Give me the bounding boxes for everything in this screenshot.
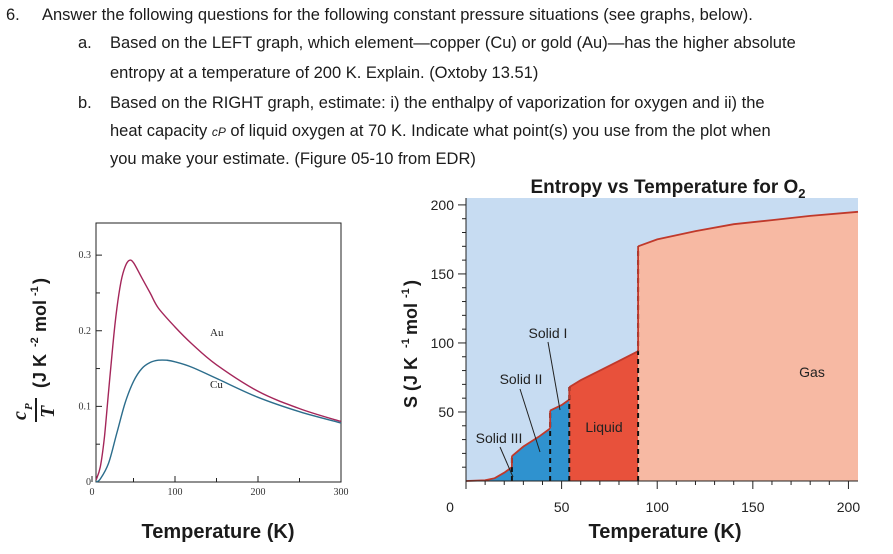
- entropy-curve-solid-i: [549, 398, 570, 412]
- ylabel-mol: mol: [401, 303, 421, 335]
- region-label-liquid: Liquid: [585, 419, 622, 435]
- part-b-line-2-post: of liquid oxygen at 70 K. Indicate what …: [225, 122, 771, 140]
- part-a-line-2: entropy at a temperature of 200 K. Expla…: [110, 64, 539, 82]
- right-chart-title-main: Entropy vs Temperature for O: [530, 177, 798, 198]
- series-label-cu: Cu: [210, 379, 223, 391]
- part-b-line-2-pre: heat capacity: [110, 122, 212, 140]
- ylabel-s: S (J K: [401, 357, 421, 408]
- entropy-curve-liquid: [568, 350, 639, 388]
- region-label-gas: Gas: [799, 364, 825, 380]
- right-y-tick-label: 100: [431, 335, 455, 351]
- right-y-tick-label: 200: [431, 197, 455, 213]
- part-b-line-2: heat capacity cP of liquid oxygen at 70 …: [110, 118, 771, 145]
- question-text: Answer the following questions for the f…: [42, 6, 753, 24]
- question-number: 6.: [6, 6, 20, 24]
- region-gas: [638, 211, 858, 482]
- ylabel-t: T: [37, 405, 59, 418]
- region-solid-iii: [466, 467, 512, 481]
- pointer-solid-i: [547, 341, 561, 411]
- right-x-tick-label: 50: [554, 499, 570, 515]
- entropy-curve-gas: [637, 210, 859, 248]
- right-y-tick-label: 50: [438, 404, 454, 420]
- right-x-tick-label: 150: [741, 499, 765, 515]
- ylabel-units-mol: mol: [30, 300, 50, 332]
- right-y-tick-label: 150: [431, 266, 455, 282]
- heat-capacity-symbol: cP: [211, 125, 226, 139]
- region-liquid: [569, 351, 639, 481]
- right-chart-title: Entropy vs Temperature for O2: [530, 177, 805, 201]
- right-x-tick-label: 100: [646, 499, 670, 515]
- left-y-tick-label: 0.2: [79, 326, 92, 337]
- part-b-line-1: Based on the RIGHT graph, estimate: i) t…: [110, 94, 765, 112]
- series-label-au: Au: [210, 327, 224, 339]
- region-solid-i: [550, 399, 570, 481]
- left-x-tick-label: 100: [168, 487, 183, 498]
- right-x-axis-title: Temperature (K): [589, 521, 742, 543]
- ylabel-cp-subscript: P: [23, 403, 35, 410]
- left-plot-frame: [95, 222, 342, 483]
- right-y-axis-title: S (J K -1 mol -1): [400, 280, 421, 408]
- right-chart-entropy: 50 100 150 200 0 50 100 150 200 Entropy vs Temper…: [400, 177, 860, 543]
- ylabel-units-exp2: -1: [29, 286, 41, 296]
- left-x-tick-label: 200: [251, 487, 266, 498]
- left-y-tick-label: 0.1: [79, 401, 92, 412]
- region-solid-ii: [511, 428, 551, 481]
- region-label-solid-iii: Solid III: [476, 430, 523, 446]
- part-a-label: a.: [78, 34, 92, 52]
- region-label-solid-ii: Solid II: [500, 371, 543, 387]
- ylabel-units-close: ): [30, 278, 50, 284]
- right-x-tick-label: 200: [837, 499, 861, 515]
- left-y-axis-title: cP T (J K -2 mol -1): [9, 278, 59, 422]
- left-x-tick-label: 0: [90, 487, 95, 498]
- part-b-line-3: you make your estimate. (Figure 05-10 fr…: [110, 150, 476, 168]
- region-label-solid-i: Solid I: [529, 325, 568, 341]
- right-chart-title-subscript: 2: [798, 186, 805, 201]
- pointer-solid-iii: [499, 446, 514, 478]
- left-x-axis-title: Temperature (K): [142, 521, 295, 543]
- right-x-tick-label: 0: [446, 499, 454, 515]
- series-line-au: [95, 259, 342, 480]
- ylabel-units: (J K: [30, 354, 50, 388]
- part-b-label: b.: [78, 94, 92, 112]
- ylabel-exp1: -1: [400, 338, 412, 348]
- left-x-tick-label: 300: [334, 487, 349, 498]
- left-chart-heat-capacity: 0 100 200 300 0 0.1 0.2 0.3 Au Cu Temperature (K) c…: [9, 222, 349, 543]
- ylabel-units-exp1: -2: [29, 337, 41, 347]
- pointer-solid-ii: [519, 388, 541, 453]
- left-y-tick-label: 0.3: [79, 250, 92, 261]
- series-line-cu: [95, 359, 342, 483]
- entropy-curve-solid-ii: [511, 427, 551, 457]
- ylabel-close: ): [401, 280, 421, 286]
- part-a-line-1: Based on the LEFT graph, which element—c…: [110, 34, 796, 52]
- left-y-tick-label: 0: [86, 477, 91, 488]
- ylabel-exp2: -1: [400, 288, 412, 298]
- ylabel-cp: c: [9, 411, 31, 420]
